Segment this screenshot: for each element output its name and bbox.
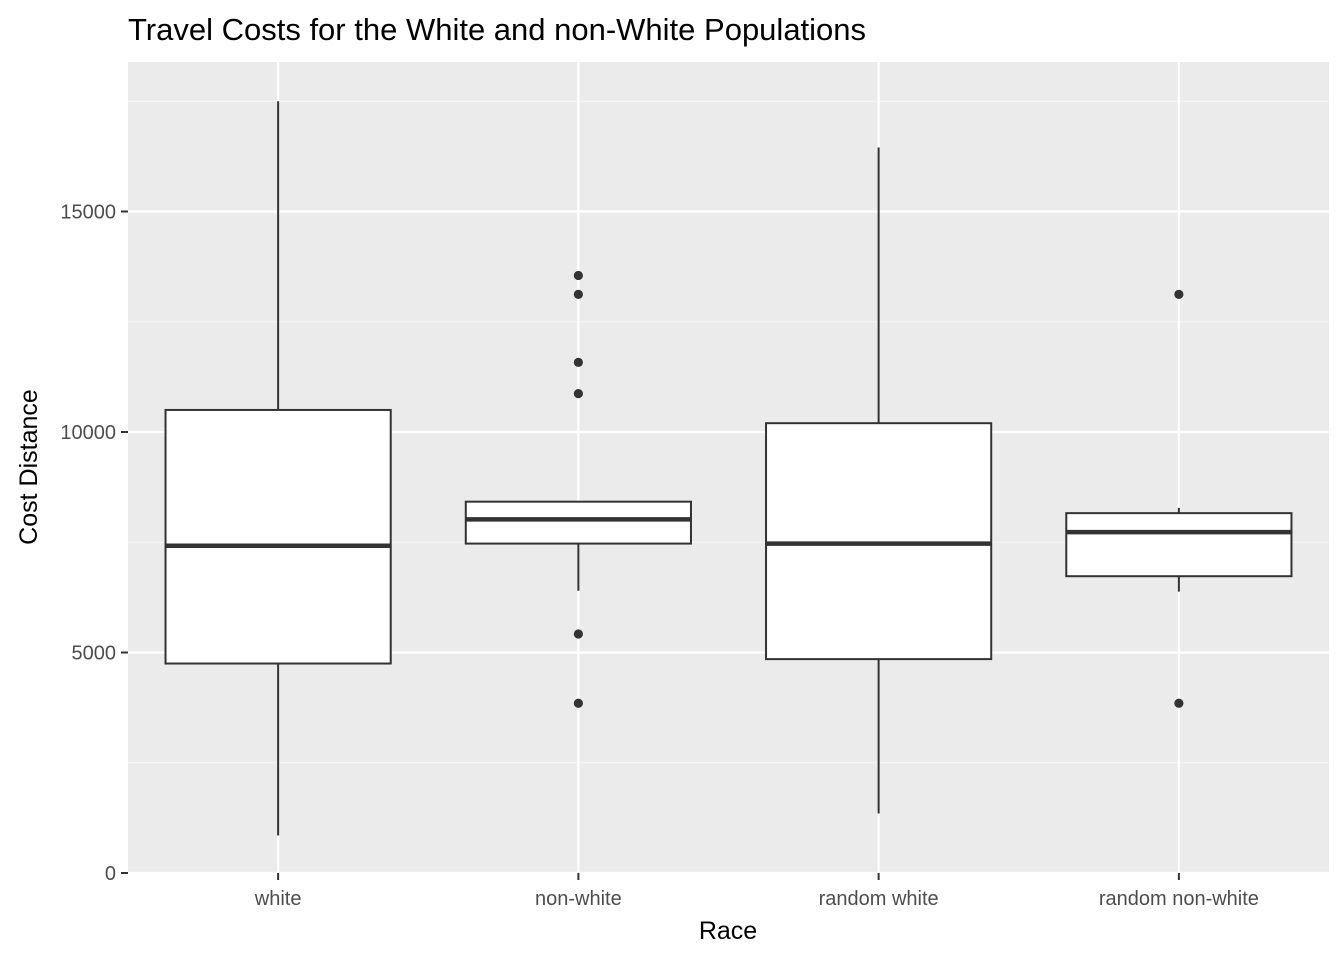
boxplot-random-white <box>765 147 993 814</box>
y-tick-label: 0 <box>105 863 116 885</box>
outlier-point <box>1174 289 1184 300</box>
chart-title: Travel Costs for the White and non-White… <box>128 12 866 47</box>
box-iqr <box>1065 512 1293 578</box>
x-tick-label: random white <box>819 888 939 910</box>
outlier-point <box>573 389 583 399</box>
box-iqr <box>765 422 993 661</box>
outlier-point <box>573 270 583 281</box>
x-tick-label: non-white <box>535 888 622 910</box>
y-tick-label: 15000 <box>60 202 116 224</box>
outlier-point <box>1174 698 1184 708</box>
boxplot-non-white <box>464 270 692 708</box>
outlier-point <box>573 289 583 300</box>
boxplot-white <box>164 101 392 836</box>
x-tick-label: white <box>254 888 302 910</box>
box-iqr <box>464 500 692 545</box>
y-axis-title: Cost Distance <box>15 389 43 545</box>
box-iqr <box>164 408 392 665</box>
outlier-point <box>573 357 583 367</box>
outlier-point <box>573 698 583 708</box>
x-axis-title: Race <box>699 917 757 945</box>
y-tick-label: 5000 <box>72 643 117 665</box>
box-layer <box>164 101 1293 836</box>
y-tick-label: 10000 <box>60 422 116 444</box>
axis-layer: 0 5000 10000 15000 white non-white random whit… <box>60 202 1259 911</box>
boxplot-random-non-white <box>1065 289 1293 708</box>
outlier-point <box>573 629 583 639</box>
x-tick-label: random non-white <box>1099 888 1259 910</box>
